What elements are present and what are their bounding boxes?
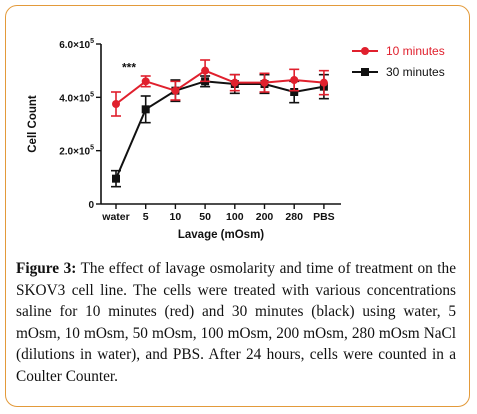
data-point-10-minutes (260, 78, 269, 87)
y-tick-label: 2.0×105 (59, 145, 94, 158)
data-point-30-minutes (290, 88, 299, 96)
cell-count-chart: 0 2.0×105 4.0×105 6.0×105 water 5 10 50 100 200 28… (27, 38, 445, 241)
figure-frame (5, 5, 470, 407)
y-tick-label: 6.0×105 (59, 38, 94, 51)
significance-annotation: *** (122, 60, 136, 74)
caption-label: Figure 3: (16, 260, 77, 277)
series-line-10-minutes (115, 69, 324, 105)
x-tick-label: 5 (143, 211, 149, 223)
data-point-30-minutes (112, 174, 120, 183)
data-point-10-minutes (319, 78, 328, 87)
data-point-10-minutes (230, 78, 239, 87)
figure-caption: Figure 3: The effect of lavage osmolarit… (16, 258, 456, 387)
y-axis-title: Cell Count (27, 95, 39, 153)
data-point-10-minutes (201, 66, 210, 75)
y-tick-label: 4.0×105 (59, 91, 94, 104)
data-point-10-minutes (112, 100, 120, 108)
x-tick-label: PBS (313, 211, 335, 223)
x-tick-label: water (101, 211, 129, 223)
legend-marker (361, 47, 369, 55)
y-tick-label: 0 (88, 200, 94, 211)
data-point-10-minutes (141, 77, 150, 86)
legend-marker (361, 68, 369, 76)
x-tick-label: 100 (226, 211, 244, 223)
x-axis-title: Lavage (mOsm) (178, 229, 264, 241)
legend-label: 30 minutes (386, 65, 445, 79)
data-point-10-minutes (171, 86, 180, 95)
x-tick-label: 10 (170, 211, 182, 223)
legend-label: 10 minutes (386, 44, 445, 58)
x-tick-label: 280 (285, 211, 303, 223)
x-tick-label: 50 (199, 211, 211, 223)
caption-text: The effect of lavage osmolarity and time… (16, 260, 456, 385)
data-point-30-minutes (141, 105, 150, 114)
data-point-10-minutes (290, 76, 299, 84)
x-tick-label: 200 (256, 211, 274, 223)
